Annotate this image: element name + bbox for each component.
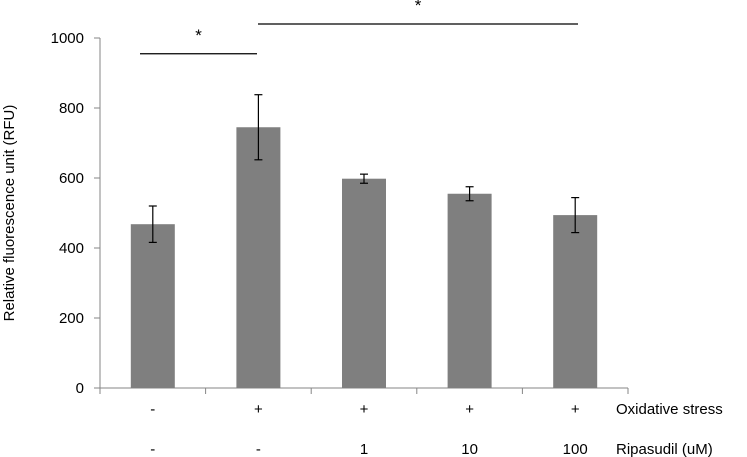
error-bars xyxy=(148,94,580,243)
condition-value: - xyxy=(150,441,155,457)
bars xyxy=(130,127,598,388)
bar xyxy=(447,193,492,388)
x-axis xyxy=(99,387,629,394)
condition-table: - + + + + Oxidative stress - - 1 10 100 Ripasudil (… xyxy=(150,401,722,457)
significance-annotations: ** xyxy=(140,0,578,55)
condition-label: Ripasudil (uM) xyxy=(616,441,713,457)
y-tick-label: 200 xyxy=(59,310,84,327)
y-axis: 0 200 400 600 800 1000 xyxy=(51,30,101,397)
y-tick-label: 400 xyxy=(59,240,84,257)
y-tick-label: 600 xyxy=(59,170,84,187)
bar xyxy=(553,215,598,388)
condition-value: + xyxy=(360,401,369,418)
y-tick-label: 800 xyxy=(59,100,84,117)
condition-label: Oxidative stress xyxy=(616,401,723,418)
condition-value: + xyxy=(465,401,474,418)
y-tick-label: 1000 xyxy=(51,30,84,47)
condition-value: + xyxy=(254,401,263,418)
condition-value: - xyxy=(256,441,261,457)
error-bar xyxy=(254,94,263,161)
bar xyxy=(130,224,175,388)
error-bar xyxy=(148,205,157,243)
condition-value: - xyxy=(150,401,155,418)
bar xyxy=(342,178,386,388)
error-bar xyxy=(571,197,580,234)
condition-value: 10 xyxy=(461,441,478,457)
y-axis-label: Relative fluorescence unit (RFU) xyxy=(1,105,18,322)
error-bar xyxy=(360,173,368,184)
condition-value: 1 xyxy=(360,441,368,457)
condition-value: 100 xyxy=(563,441,588,457)
condition-value: + xyxy=(571,401,580,418)
error-bar xyxy=(465,186,474,202)
bar xyxy=(236,127,281,388)
significance-star: * xyxy=(415,0,422,15)
significance-star: * xyxy=(195,26,202,45)
y-tick-label: 0 xyxy=(76,380,84,397)
